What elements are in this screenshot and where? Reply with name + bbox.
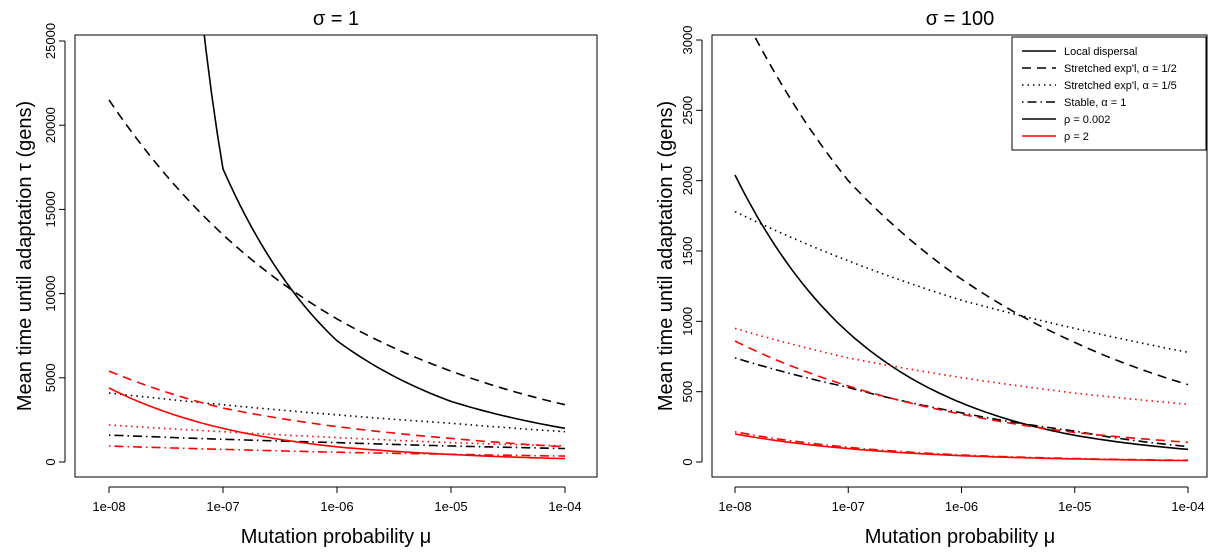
y-tick-label: 5000 (43, 363, 58, 392)
panel-right: σ = 100 Mutation probability μ Mean time… (655, 8, 1208, 548)
y-tick-label: 15000 (43, 191, 58, 227)
x-tick-label: 1e-07 (832, 499, 865, 514)
plot-box-right (711, 34, 1208, 478)
y-tick-label: 3000 (680, 26, 695, 55)
legend-label: Stable, α = 1 (1064, 97, 1126, 109)
series-line-6 (734, 340, 1189, 444)
series-line-6 (108, 370, 566, 448)
x-tick-label: 1e-05 (1058, 499, 1091, 514)
x-tick-label: 1e-08 (92, 499, 125, 514)
legend-label: Local dispersal (1064, 46, 1137, 58)
y-tick-label: 25000 (43, 23, 58, 59)
x-axis-label-left: Mutation probability μ (241, 526, 432, 548)
legend-label: Stretched exp'l, α = 1/5 (1064, 80, 1177, 92)
series-line-7 (734, 327, 1189, 406)
series-line-8 (734, 431, 1189, 462)
series-line-7 (108, 424, 566, 447)
series-line-1 (203, 35, 566, 430)
legend-label: ρ = 0.002 (1064, 114, 1110, 126)
legend-label: Stretched exp'l, α = 1/2 (1064, 63, 1177, 75)
axis-ticks-left: 1e-08 1e-07 1e-06 1e-05 1e-04 0 5000 10000 15000… (43, 23, 582, 514)
panel-left: σ = 1 Mutation probability μ Mean time u… (14, 8, 598, 548)
y-axis-label-right: Mean time until adaptation τ (gens) (655, 101, 677, 411)
y-tick-label: 2500 (680, 96, 695, 125)
x-tick-label: 1e-04 (548, 499, 581, 514)
series-line-1 (734, 174, 1189, 451)
series-group-right (734, 35, 1189, 462)
series-line-4 (108, 434, 566, 450)
y-axis-label-left: Mean time until adaptation τ (gens) (14, 101, 36, 411)
series-line-5 (734, 433, 1189, 462)
series-line-8 (108, 445, 566, 457)
y-tick-label: 10000 (43, 276, 58, 312)
y-tick-label: 0 (43, 458, 58, 465)
series-line-2 (752, 35, 1189, 386)
y-tick-label: 1500 (680, 237, 695, 266)
y-tick-label: 20000 (43, 107, 58, 143)
x-tick-label: 1e-08 (718, 499, 751, 514)
axis-ticks-right: 1e-08 1e-07 1e-06 1e-05 1e-04 0 500 1000 1500 200… (680, 26, 1205, 514)
y-tick-label: 1000 (680, 307, 695, 336)
series-line-3 (734, 210, 1189, 354)
y-tick-label: 500 (680, 381, 695, 403)
x-tick-label: 1e-06 (320, 499, 353, 514)
legend: Local dispersal Stretched exp'l, α = 1/2 S… (1011, 36, 1207, 151)
series-line-2 (108, 99, 566, 406)
y-tick-label: 2000 (680, 166, 695, 195)
x-tick-label: 1e-07 (206, 499, 239, 514)
x-tick-label: 1e-05 (434, 499, 467, 514)
panel-title-left: σ = 1 (313, 8, 359, 30)
series-line-5 (108, 387, 566, 460)
series-line-4 (734, 357, 1189, 448)
legend-box (1011, 36, 1207, 151)
x-tick-label: 1e-04 (1171, 499, 1204, 514)
legend-label: ρ = 2 (1064, 131, 1089, 143)
x-axis-label-right: Mutation probability μ (865, 526, 1056, 548)
plot-box-left (74, 34, 598, 478)
series-line-3 (108, 392, 566, 433)
x-tick-label: 1e-06 (945, 499, 978, 514)
panel-title-right: σ = 100 (926, 8, 995, 30)
y-tick-label: 0 (680, 458, 695, 465)
series-group-left (108, 35, 566, 460)
